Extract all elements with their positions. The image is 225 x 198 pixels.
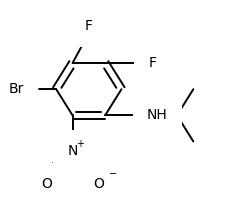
Text: N: N	[67, 144, 77, 158]
Text: NH: NH	[146, 108, 167, 122]
Text: F: F	[84, 19, 92, 33]
Text: O: O	[93, 177, 104, 191]
Text: Br: Br	[9, 82, 24, 96]
Text: O: O	[41, 177, 52, 191]
Text: +: +	[76, 139, 84, 149]
Text: −: −	[108, 169, 117, 179]
Text: F: F	[148, 56, 155, 70]
